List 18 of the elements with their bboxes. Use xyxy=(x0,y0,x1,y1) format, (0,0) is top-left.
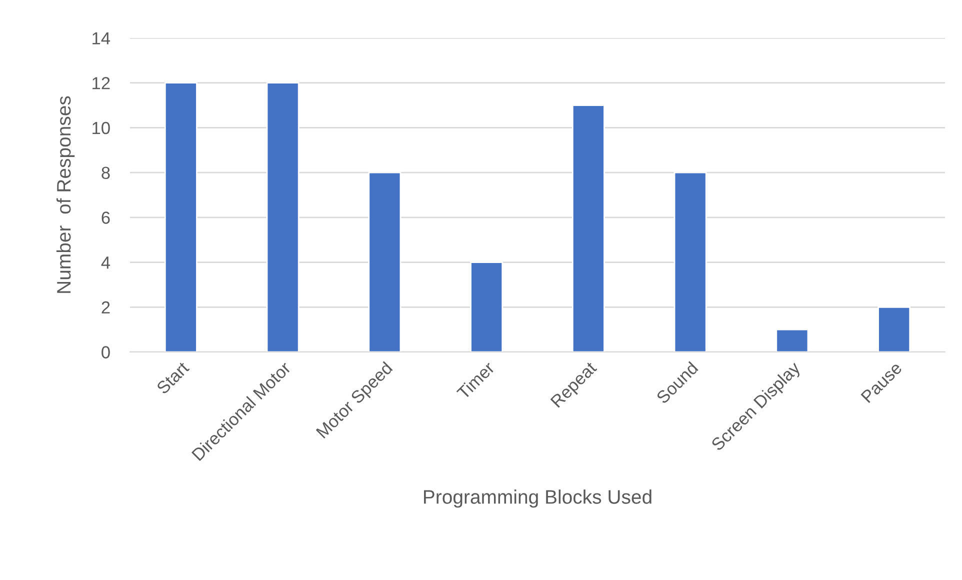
bar xyxy=(776,328,809,352)
y-tick-label: 14 xyxy=(92,32,110,44)
bar xyxy=(164,82,198,352)
y-tick-label: 2 xyxy=(102,301,110,314)
x-axis-title: Programming Blocks Used xyxy=(424,490,652,508)
bar xyxy=(572,104,605,352)
bar xyxy=(878,306,911,352)
y-tick-label: 8 xyxy=(102,166,110,180)
y-tick-label: 12 xyxy=(92,77,110,90)
bar xyxy=(368,172,402,352)
y-tick-label: 4 xyxy=(101,256,110,269)
y-tick-label: 0 xyxy=(102,346,110,358)
bar xyxy=(266,82,300,352)
bar xyxy=(674,172,707,352)
bar xyxy=(470,262,504,352)
y-axis-title: Number of Responses xyxy=(56,96,75,293)
y-tick-label: 10 xyxy=(92,122,110,134)
y-tick-label: 6 xyxy=(102,212,110,224)
